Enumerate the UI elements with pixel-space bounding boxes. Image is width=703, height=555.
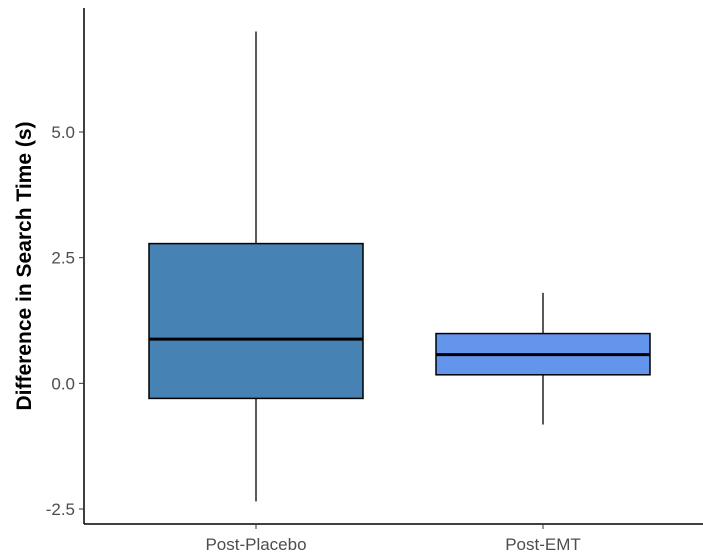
- axes: [83, 8, 703, 525]
- box-post-placebo: [148, 31, 364, 502]
- y-axis-title: Difference in Search Time (s): [13, 121, 36, 410]
- box-post-emt: [435, 292, 651, 425]
- y-tick-label: 0.0: [51, 374, 75, 393]
- x-tick-label: Post-EMT: [505, 535, 581, 554]
- iqr-box: [148, 242, 364, 400]
- y-tick-label: -2.5: [46, 500, 75, 519]
- x-ticks: Post-Placebo Post-EMT: [205, 524, 581, 554]
- y-tick-label: 5.0: [51, 123, 75, 142]
- boxes: [148, 31, 651, 502]
- x-tick-label: Post-Placebo: [205, 535, 306, 554]
- y-ticks: -2.5 0.0 2.5 5.0: [46, 123, 84, 519]
- y-tick-label: 2.5: [51, 249, 75, 268]
